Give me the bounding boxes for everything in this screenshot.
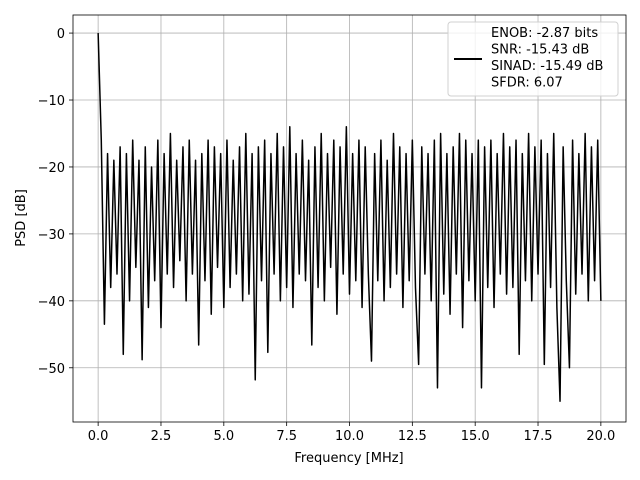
x-axis-label: Frequency [MHz]: [294, 451, 403, 466]
x-tick-label: 10.0: [335, 429, 364, 444]
y-tick-label: −50: [38, 362, 65, 377]
y-tick-label: −40: [38, 295, 65, 310]
legend-label: SNR: -15.43 dB: [491, 43, 589, 58]
y-tick-label: 0: [57, 27, 65, 42]
x-tick-label: 7.5: [276, 429, 297, 444]
x-tick-label: 20.0: [586, 429, 615, 444]
x-tick-label: 12.5: [398, 429, 427, 444]
psd-line: [97, 33, 602, 402]
y-tick-label: −20: [38, 161, 65, 176]
plot-frame: [72, 14, 627, 423]
legend-label: SINAD: -15.49 dB: [491, 59, 603, 74]
x-tick-label: 15.0: [461, 429, 490, 444]
legend-box: [447, 21, 619, 97]
x-tick-label: 17.5: [524, 429, 553, 444]
legend-label: ENOB: -2.87 bits: [491, 26, 598, 41]
x-tick-label: 5.0: [213, 429, 234, 444]
x-tick-label: 2.5: [151, 429, 172, 444]
legend-label: SFDR: 6.07: [491, 76, 563, 91]
y-axis-label: PSD [dB]: [14, 189, 29, 247]
y-tick-label: −10: [38, 94, 65, 109]
x-tick-label: 0.0: [88, 429, 109, 444]
y-tick-label: −30: [38, 228, 65, 243]
